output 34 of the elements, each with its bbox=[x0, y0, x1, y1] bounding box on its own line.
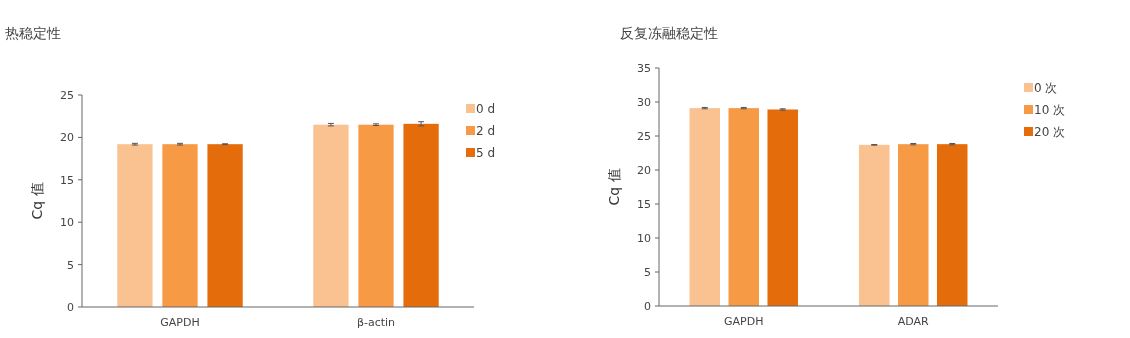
chart-title: 热稳定性 bbox=[5, 25, 61, 41]
y-tick-label: 35 bbox=[637, 62, 651, 75]
y-tick-label: 15 bbox=[60, 173, 74, 187]
x-tick-label: GAPDH bbox=[724, 315, 764, 328]
y-tick-label: 0 bbox=[644, 300, 651, 313]
x-tick-label: GAPDH bbox=[160, 316, 200, 329]
y-tick-label: 15 bbox=[637, 198, 651, 211]
bar bbox=[728, 108, 760, 306]
legend-label: 0 d bbox=[476, 102, 496, 116]
y-tick-label: 25 bbox=[637, 130, 651, 143]
x-tick-label: β-actin bbox=[356, 316, 396, 329]
y-tick-label: 20 bbox=[60, 131, 74, 145]
legend-label: 20 次 bbox=[1034, 125, 1066, 139]
x-tick-label: ADAR bbox=[897, 315, 930, 328]
y-axis-title: Cq 值 bbox=[29, 182, 45, 220]
y-tick-label: 20 bbox=[637, 164, 651, 177]
y-tick-label: 25 bbox=[60, 89, 74, 102]
y-tick-label: 5 bbox=[644, 266, 651, 279]
legend-label: 5 d bbox=[476, 146, 496, 160]
bar bbox=[689, 108, 721, 306]
y-tick-label: 30 bbox=[637, 96, 651, 109]
legend-label: 10 次 bbox=[1034, 103, 1066, 117]
bar bbox=[936, 144, 968, 306]
legend-label: 2 d bbox=[476, 124, 496, 138]
y-axis-title: Cq 值 bbox=[606, 168, 622, 206]
y-tick-label: 0 bbox=[67, 301, 74, 314]
bar bbox=[767, 109, 798, 306]
y-tick-label: 5 bbox=[67, 258, 74, 272]
legend-label: 0 次 bbox=[1034, 81, 1058, 95]
y-tick-label: 10 bbox=[637, 232, 651, 245]
bar bbox=[898, 144, 929, 306]
chart-title: 反复冻融稳定性 bbox=[620, 25, 718, 41]
y-tick-label: 10 bbox=[60, 216, 74, 230]
bar bbox=[859, 144, 890, 306]
